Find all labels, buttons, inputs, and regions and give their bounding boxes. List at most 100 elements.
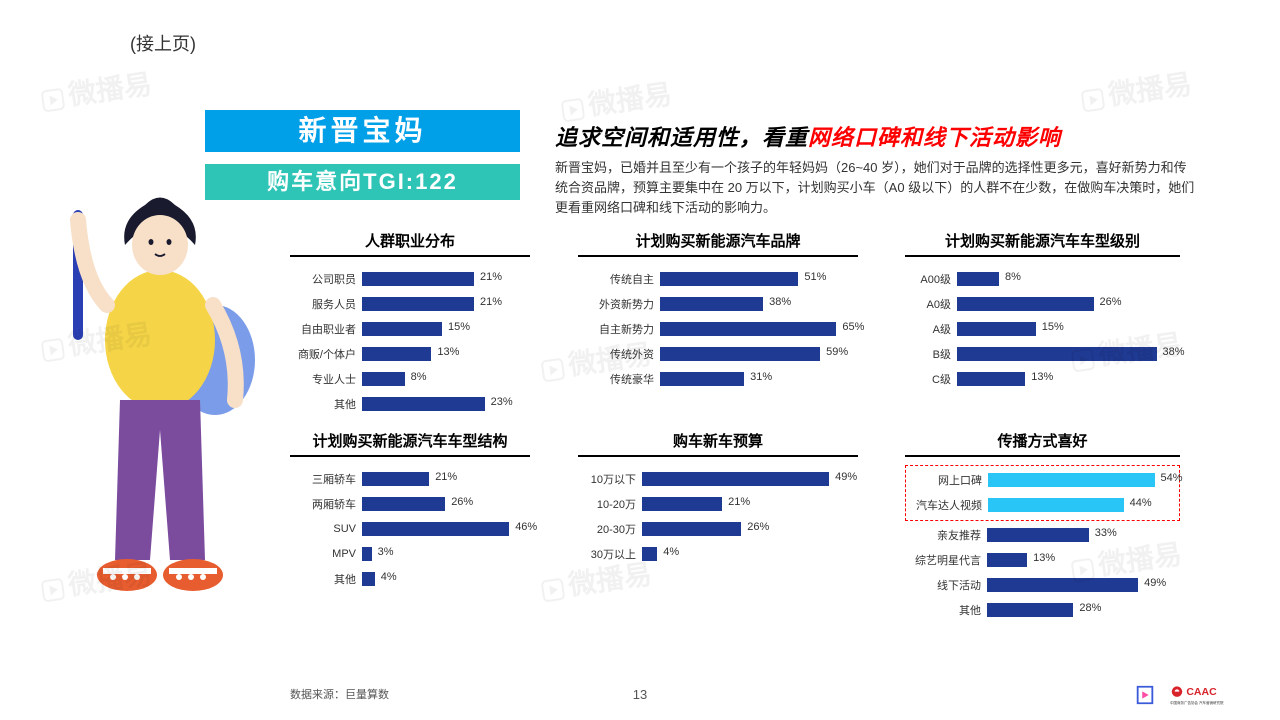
bar-fill bbox=[362, 572, 375, 586]
bar-row: SUV46% bbox=[290, 517, 530, 541]
bar-value: 8% bbox=[1005, 271, 1021, 283]
bar-label: 10万以下 bbox=[578, 471, 642, 487]
page-number: 13 bbox=[633, 687, 647, 702]
bar-value: 44% bbox=[1130, 497, 1152, 509]
bar-row: 传统豪华 31% bbox=[578, 367, 858, 391]
bar-fill bbox=[660, 347, 820, 361]
bar-fill bbox=[957, 347, 1157, 361]
bar-row: 商贩/个体户13% bbox=[290, 342, 530, 366]
bar-fill bbox=[362, 472, 429, 486]
bar-track: 21% bbox=[362, 297, 530, 311]
bar-value: 21% bbox=[480, 271, 502, 283]
bar-track: 13% bbox=[957, 372, 1180, 386]
bar-row: 其他4% bbox=[290, 567, 530, 591]
bar-row: 综艺明星代言13% bbox=[905, 548, 1180, 572]
bar-fill bbox=[660, 372, 744, 386]
bar-value: 26% bbox=[747, 521, 769, 533]
bar-value: 31% bbox=[750, 371, 772, 383]
bar-row: 20-30万26% bbox=[578, 517, 858, 541]
bar-value: 51% bbox=[804, 271, 826, 283]
bar-track: 23% bbox=[362, 397, 530, 411]
continued-label: (接上页) bbox=[130, 30, 196, 56]
bar-track: 49% bbox=[642, 472, 858, 486]
watermark: 微播易 bbox=[1078, 62, 1194, 117]
bar-label: 其他 bbox=[905, 602, 987, 618]
chart-occupation: 人群职业分布公司职员21%服务人员21%自由职业者15%商贩/个体户13%专业人… bbox=[290, 230, 530, 417]
bar-fill bbox=[988, 498, 1124, 512]
bar-row: 30万以上4% bbox=[578, 542, 858, 566]
bar-track: 13% bbox=[362, 347, 530, 361]
bar-label: SUV bbox=[290, 523, 362, 535]
chart-title: 人群职业分布 bbox=[290, 230, 530, 257]
watermark: 微播易 bbox=[38, 62, 154, 117]
bar-value: 49% bbox=[1144, 577, 1166, 589]
bar-label: 30万以上 bbox=[578, 546, 642, 562]
bar-row: B级38% bbox=[905, 342, 1180, 366]
bar-track: 4% bbox=[642, 547, 858, 561]
bar-label: 其他 bbox=[290, 571, 362, 587]
svg-text:中国商务广告协会 汽车营销研究院: 中国商务广告协会 汽车营销研究院 bbox=[1170, 700, 1224, 705]
bar-fill bbox=[957, 372, 1025, 386]
chart-budget: 购车新车预算10万以下49%10-20万21%20-30万26%30万以上4% bbox=[578, 430, 858, 567]
chart-bodytype: 计划购买新能源汽车车型结构三厢轿车21%两厢轿车26%SUV46%MPV3%其他… bbox=[290, 430, 530, 592]
bar-track: 46% bbox=[362, 522, 530, 536]
bar-row: 服务人员21% bbox=[290, 292, 530, 316]
bar-track: 13% bbox=[987, 553, 1180, 567]
bar-track: 28% bbox=[987, 603, 1180, 617]
bar-fill bbox=[642, 497, 722, 511]
bar-track: 38% bbox=[660, 297, 858, 311]
bar-track: 21% bbox=[362, 472, 530, 486]
bar-track: 31% bbox=[660, 372, 858, 386]
bar-row: 网上口碑54% bbox=[906, 468, 1179, 492]
bar-value: 23% bbox=[491, 396, 513, 408]
bar-row: 线下活动49% bbox=[905, 573, 1180, 597]
bar-label: C级 bbox=[905, 371, 957, 387]
chart-class: 计划购买新能源汽车车型级别A00级8%A0级26%A级15%B级38%C级13% bbox=[905, 230, 1180, 392]
bar-label: A00级 bbox=[905, 271, 957, 287]
bar-value: 46% bbox=[515, 521, 537, 533]
bar-row: 专业人士8% bbox=[290, 367, 530, 391]
bar-value: 33% bbox=[1095, 527, 1117, 539]
data-source: 数据来源：巨量算数 bbox=[290, 686, 389, 702]
bar-label: 亲友推荐 bbox=[905, 527, 987, 543]
bar-row: 10万以下49% bbox=[578, 467, 858, 491]
bar-track: 59% bbox=[660, 347, 858, 361]
bar-track: 8% bbox=[957, 272, 1180, 286]
bar-row: 传统自主 51% bbox=[578, 267, 858, 291]
bar-label: A0级 bbox=[905, 296, 957, 312]
chart-title: 计划购买新能源汽车品牌 bbox=[578, 230, 858, 257]
bar-label: 自由职业者 bbox=[290, 321, 362, 337]
bar-fill bbox=[987, 578, 1138, 592]
bar-label: 传统豪华 bbox=[578, 371, 660, 387]
bar-fill bbox=[660, 322, 836, 336]
bar-row: 自主新势力65% bbox=[578, 317, 858, 341]
bar-row: 其他28% bbox=[905, 598, 1180, 622]
bar-row: A00级 8% bbox=[905, 267, 1180, 291]
bar-track: 21% bbox=[642, 497, 858, 511]
bar-label: B级 bbox=[905, 346, 957, 362]
bar-value: 26% bbox=[1100, 296, 1122, 308]
bar-row: 亲友推荐 33% bbox=[905, 523, 1180, 547]
bar-row: 公司职员21% bbox=[290, 267, 530, 291]
bar-track: 51% bbox=[660, 272, 858, 286]
chart-brand: 计划购买新能源汽车品牌传统自主 51% 外资新势力38%自主新势力65% 传统外资59… bbox=[578, 230, 858, 392]
bar-row: 其他23% bbox=[290, 392, 530, 416]
bar-row: MPV3% bbox=[290, 542, 530, 566]
headline-part1: 追求空间和适用性，看重 bbox=[555, 125, 808, 150]
bar-fill bbox=[362, 497, 445, 511]
weiboyi-logo-icon bbox=[1134, 684, 1156, 706]
chart-channel: 传播方式喜好网上口碑54%汽车达人视频44%亲友推荐33%综艺明星代言13%线下… bbox=[905, 430, 1180, 623]
persona-title-badge: 新晋宝妈 bbox=[205, 110, 520, 152]
bar-value: 3% bbox=[378, 546, 394, 558]
bar-fill bbox=[642, 547, 657, 561]
bar-row: 外资新势力38% bbox=[578, 292, 858, 316]
bar-label: 传统自主 bbox=[578, 271, 660, 287]
bar-label: 汽车达人视频 bbox=[906, 497, 988, 513]
bar-track: 54% bbox=[988, 473, 1179, 487]
bar-label: 传统外资 bbox=[578, 346, 660, 362]
bar-value: 15% bbox=[1042, 321, 1064, 333]
bar-label: 服务人员 bbox=[290, 296, 362, 312]
bar-label: 两厢轿车 bbox=[290, 496, 362, 512]
bar-row: C级13% bbox=[905, 367, 1180, 391]
bar-value: 8% bbox=[411, 371, 427, 383]
